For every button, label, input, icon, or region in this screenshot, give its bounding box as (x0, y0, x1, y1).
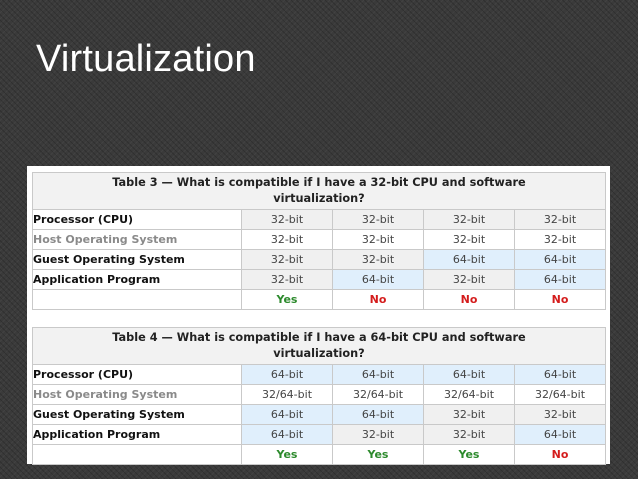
table-caption: Table 4 — What is compatible if I have a… (32, 327, 606, 364)
table-cell: 32-bit (423, 424, 515, 445)
table-cell: 32-bit (332, 229, 424, 250)
result-cell: No (514, 289, 606, 310)
table-cell: 64-bit (514, 249, 606, 270)
table-caption: Table 3 — What is compatible if I have a… (32, 172, 606, 209)
result-cell: No (514, 444, 606, 465)
result-label-empty (32, 289, 242, 310)
table-cell: 64-bit (332, 269, 424, 290)
row-label: Application Program (32, 269, 242, 290)
table-cell: 64-bit (514, 269, 606, 290)
result-cell: No (332, 289, 424, 310)
table-cell: 32-bit (423, 229, 515, 250)
table-row-application: Application Program 32-bit 64-bit 32-bit… (32, 269, 606, 290)
table-cell: 64-bit (332, 404, 424, 425)
table-cell: 64-bit (514, 364, 606, 385)
table-cell: 32/64-bit (514, 384, 606, 405)
result-cell: Yes (423, 444, 515, 465)
row-label: Guest Operating System (32, 404, 242, 425)
table-row-guest-os: Guest Operating System 64-bit 64-bit 32-… (32, 404, 606, 425)
table-cell: 32-bit (423, 269, 515, 290)
table-cell: 64-bit (514, 424, 606, 445)
row-label: Host Operating System (32, 384, 242, 405)
table-cell: 64-bit (423, 364, 515, 385)
table-cell: 32-bit (332, 249, 424, 270)
table-32bit-cpu: Table 3 — What is compatible if I have a… (32, 172, 606, 310)
table-row-host-os: Host Operating System 32/64-bit 32/64-bi… (32, 384, 606, 405)
table-cell: 32-bit (423, 404, 515, 425)
compatibility-tables-image: Table 3 — What is compatible if I have a… (27, 166, 610, 465)
table-64bit-cpu: Table 4 — What is compatible if I have a… (32, 327, 606, 465)
table-cell: 32-bit (423, 209, 515, 230)
table-cell: 32/64-bit (332, 384, 424, 405)
result-cell: Yes (241, 289, 333, 310)
table-cell: 64-bit (241, 364, 333, 385)
table-cell: 32-bit (241, 209, 333, 230)
slide-title: Virtualization (36, 38, 256, 80)
table-cell: 64-bit (423, 249, 515, 270)
row-label: Processor (CPU) (32, 364, 242, 385)
table-cell: 64-bit (241, 424, 333, 445)
table-cell: 64-bit (241, 404, 333, 425)
table-row-processor: Processor (CPU) 64-bit 64-bit 64-bit 64-… (32, 364, 606, 385)
result-cell: Yes (332, 444, 424, 465)
row-label: Guest Operating System (32, 249, 242, 270)
table-cell: 32-bit (332, 424, 424, 445)
table-cell: 32-bit (241, 249, 333, 270)
table-cell: 32-bit (241, 229, 333, 250)
result-cell: Yes (241, 444, 333, 465)
table-cell: 32-bit (514, 209, 606, 230)
table-cell: 32-bit (241, 269, 333, 290)
table-cell: 32/64-bit (423, 384, 515, 405)
result-cell: No (423, 289, 515, 310)
table-row-application: Application Program 64-bit 32-bit 32-bit… (32, 424, 606, 445)
table-row-host-os: Host Operating System 32-bit 32-bit 32-b… (32, 229, 606, 250)
table-row-processor: Processor (CPU) 32-bit 32-bit 32-bit 32-… (32, 209, 606, 230)
row-label: Processor (CPU) (32, 209, 242, 230)
table-cell: 64-bit (332, 364, 424, 385)
table-cell: 32-bit (514, 229, 606, 250)
table-cell: 32-bit (514, 404, 606, 425)
row-label: Application Program (32, 424, 242, 445)
row-label: Host Operating System (32, 229, 242, 250)
table-cell: 32/64-bit (241, 384, 333, 405)
table-row-result: Yes Yes Yes No (32, 444, 606, 465)
table-cell: 32-bit (332, 209, 424, 230)
table-row-guest-os: Guest Operating System 32-bit 32-bit 64-… (32, 249, 606, 270)
table-row-result: Yes No No No (32, 289, 606, 310)
result-label-empty (32, 444, 242, 465)
